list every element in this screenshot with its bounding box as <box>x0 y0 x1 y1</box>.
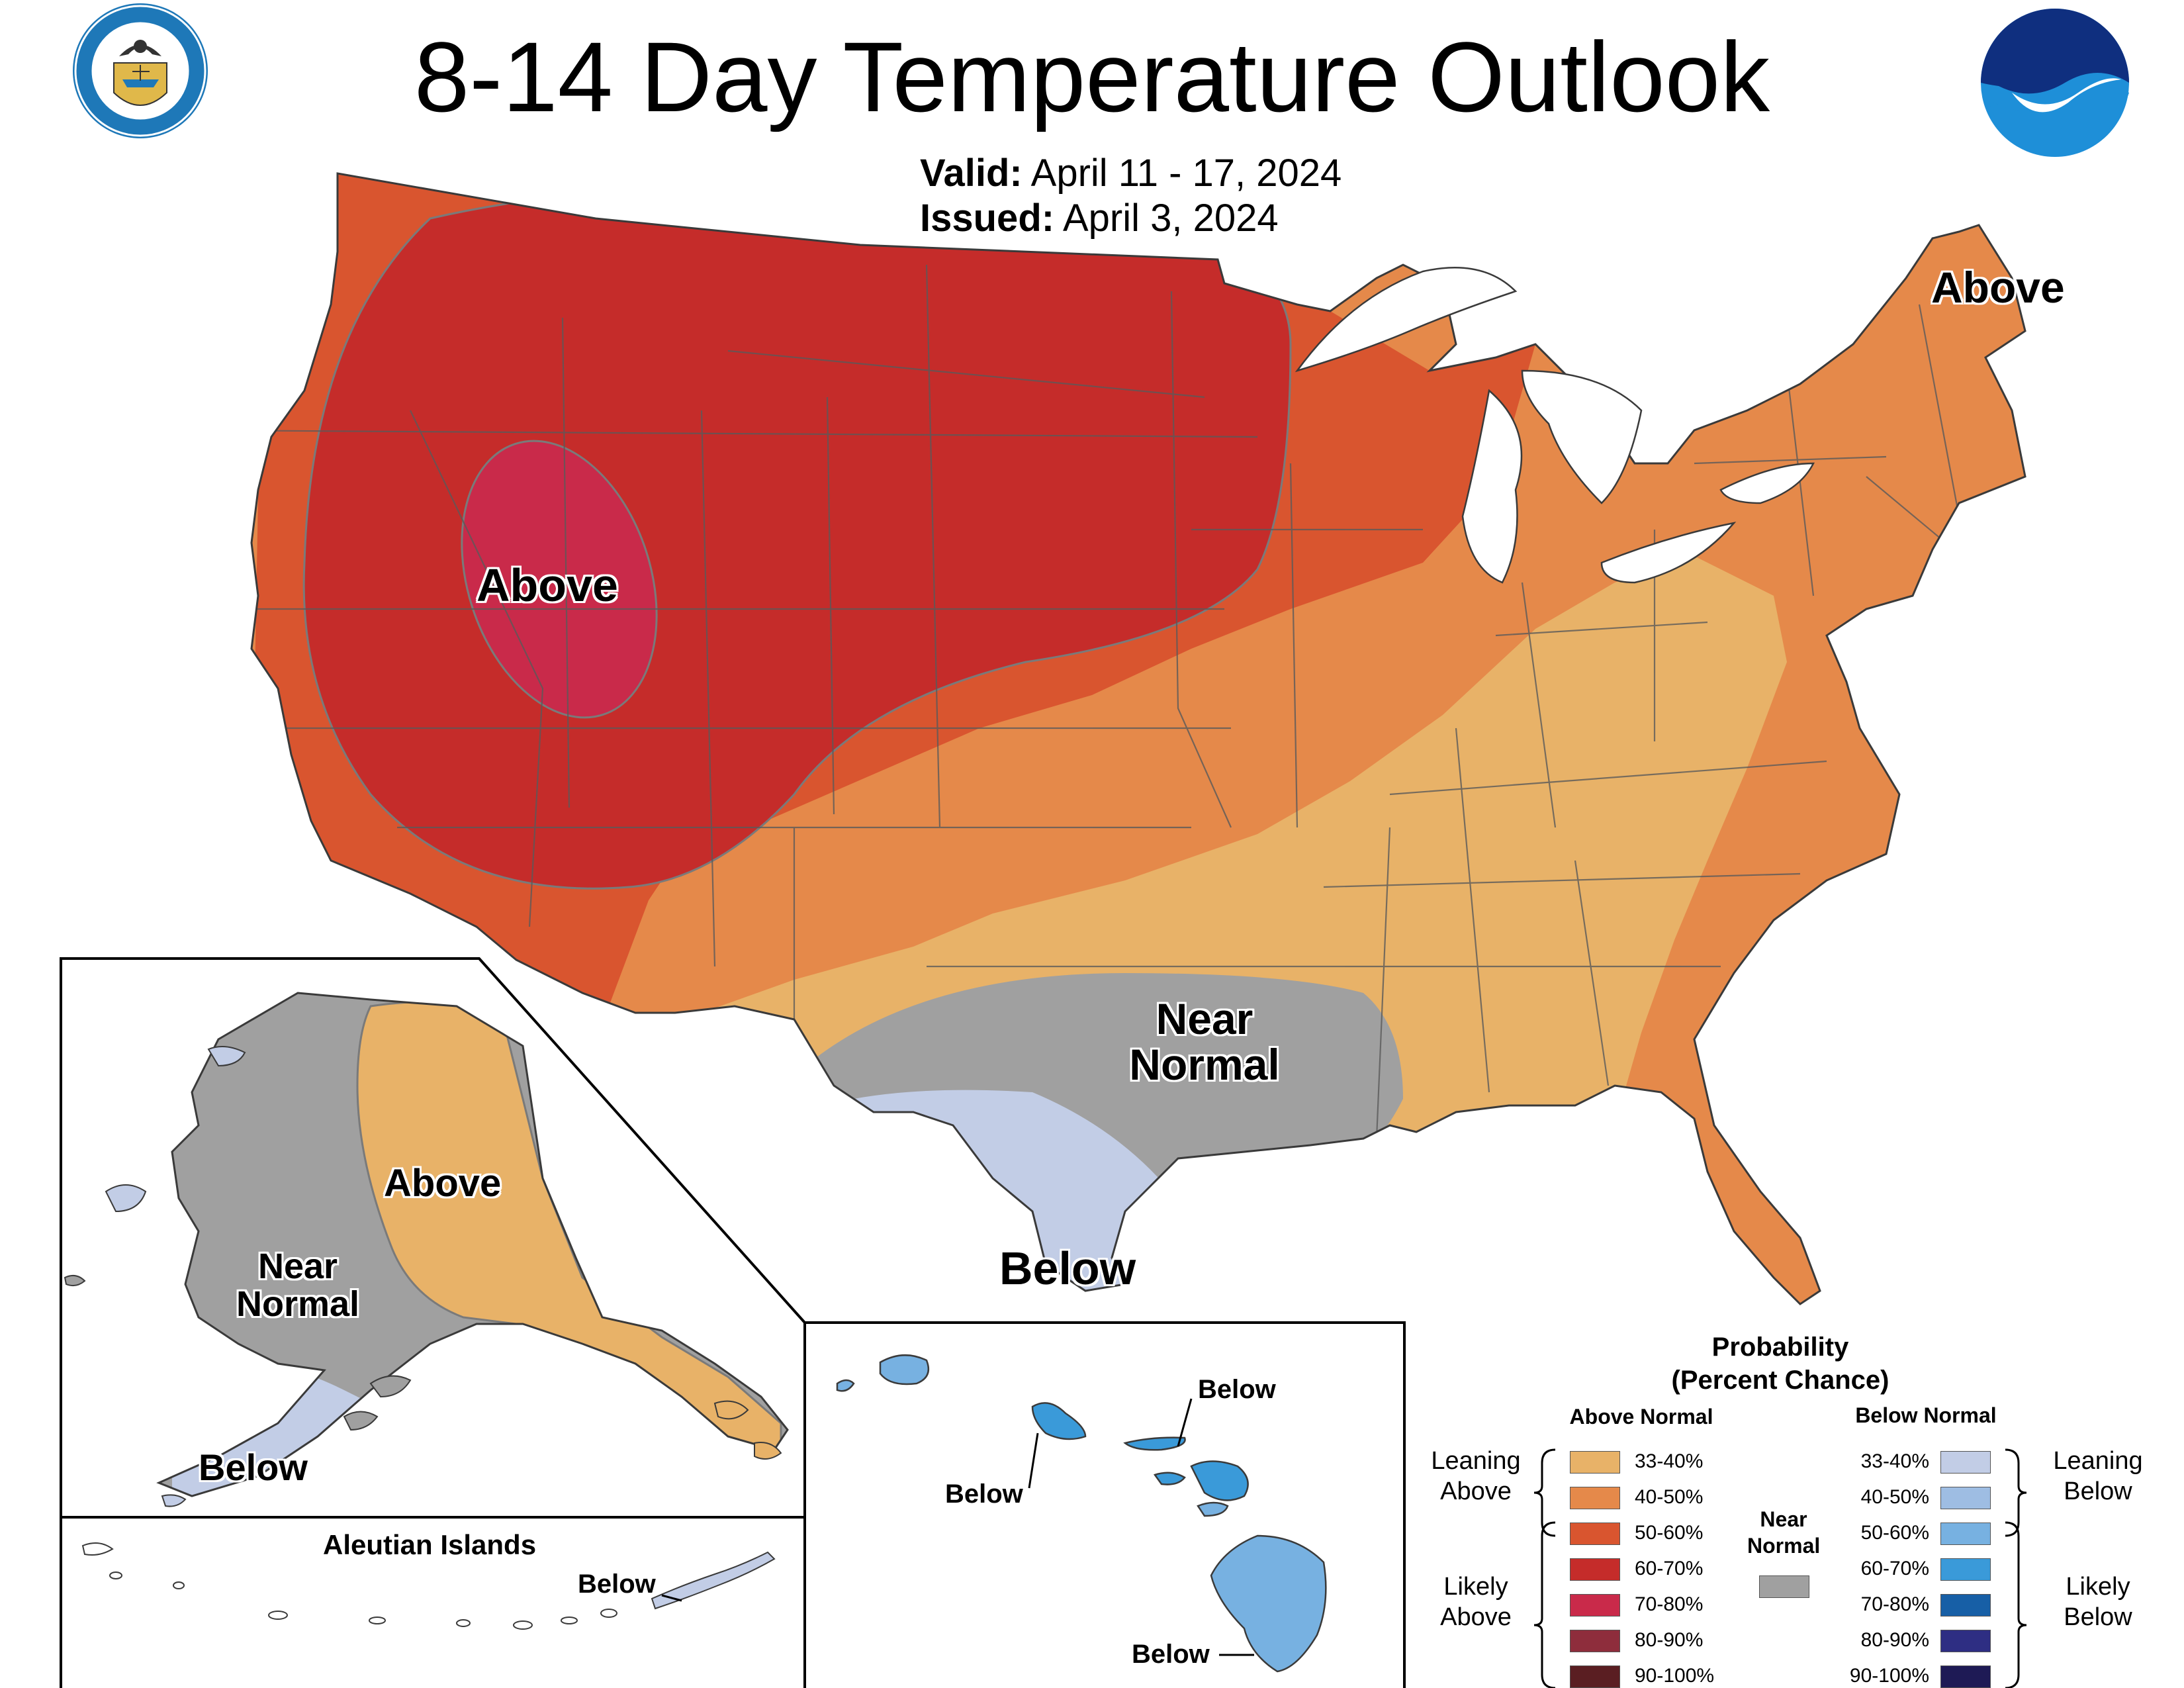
label-conus-above-maine: Above <box>1931 263 2065 312</box>
legend-leaning-above: Leaning Above <box>1431 1447 1521 1505</box>
legend-below-swatch <box>1940 1594 1991 1617</box>
legend-below-swatch <box>1940 1523 1991 1545</box>
issued-key: Issued: <box>920 197 1055 240</box>
label-hawaii-below-3: Below <box>1132 1640 1210 1669</box>
legend-likely-below: Likely Below <box>2064 1573 2132 1631</box>
label-conus-above-west: Above <box>477 559 618 611</box>
legend-title-line1: Probability <box>1711 1333 1849 1362</box>
page-title: 8-14 Day Temperature Outlook <box>414 21 1770 132</box>
legend-above-range-label: 40-50% <box>1635 1486 1704 1508</box>
legend-near-swatch <box>1759 1575 1809 1598</box>
label-alaska-above: Above <box>384 1162 502 1205</box>
legend-above-swatch <box>1570 1558 1620 1581</box>
label-aleutian-below: Below <box>578 1570 656 1599</box>
legend-near-header: Near Normal <box>1747 1507 1821 1558</box>
legend-below-range-label: 60-70% <box>1860 1558 1929 1579</box>
legend-below-swatch <box>1940 1487 1991 1509</box>
legend-below-swatch <box>1940 1665 1991 1688</box>
legend-above-header: Above Normal <box>1569 1405 1713 1429</box>
legend-above-range-label: 33-40% <box>1635 1450 1704 1472</box>
legend-title: Probability (Percent Chance) <box>1641 1331 1919 1397</box>
label-hawaii-below-2: Below <box>945 1479 1023 1509</box>
label-hawaii-below-1: Below <box>1198 1375 1276 1404</box>
valid-key: Valid: <box>920 152 1023 195</box>
label-alaska-near-normal: Near Normal <box>236 1246 360 1324</box>
valid-value: April 11 - 17, 2024 <box>1030 152 1342 195</box>
legend-leaning-below: Leaning Below <box>2053 1447 2143 1505</box>
legend-above-range-label: 70-80% <box>1635 1593 1704 1615</box>
label-conus-below: Below <box>999 1243 1136 1294</box>
legend-above-range-label: 80-90% <box>1635 1629 1704 1651</box>
legend-below-swatch <box>1940 1630 1991 1652</box>
legend-above-swatch <box>1570 1665 1620 1688</box>
noaa-logo <box>1981 9 2129 157</box>
legend-above-swatch <box>1570 1594 1620 1617</box>
legend-above-swatch <box>1570 1523 1620 1545</box>
legend-above-range-label: 60-70% <box>1635 1558 1704 1579</box>
issued-date: Issued: April 3, 2024 <box>920 196 1279 240</box>
label-aleutian-title: Aleutian Islands <box>323 1529 537 1560</box>
legend-below-range-label: 90-100% <box>1849 1665 1929 1687</box>
legend-above-range-label: 50-60% <box>1635 1522 1704 1544</box>
legend-below-range-label: 33-40% <box>1860 1450 1929 1472</box>
legend-above-swatch <box>1570 1451 1620 1474</box>
legend-below-range-label: 80-90% <box>1860 1629 1929 1651</box>
label-conus-near-normal: Near Normal <box>1129 994 1280 1090</box>
issued-value: April 3, 2024 <box>1062 197 1279 240</box>
legend-likely-above: Likely Above <box>1440 1573 1512 1631</box>
legend-above-swatch <box>1570 1630 1620 1652</box>
legend-below-swatch <box>1940 1451 1991 1474</box>
legend-below-range-label: 40-50% <box>1860 1486 1929 1508</box>
legend-title-line2: (Percent Chance) <box>1671 1366 1889 1395</box>
legend-above-range-label: 90-100% <box>1635 1665 1715 1687</box>
label-alaska-below: Below <box>199 1446 308 1488</box>
legend-below-range-label: 70-80% <box>1860 1593 1929 1615</box>
valid-period: Valid: April 11 - 17, 2024 <box>920 151 1342 195</box>
legend-below-swatch <box>1940 1558 1991 1581</box>
legend-below-range-label: 50-60% <box>1860 1522 1929 1544</box>
legend-above-swatch <box>1570 1487 1620 1509</box>
commerce-seal-logo <box>73 3 208 138</box>
legend-below-header: Below Normal <box>1855 1403 1997 1427</box>
